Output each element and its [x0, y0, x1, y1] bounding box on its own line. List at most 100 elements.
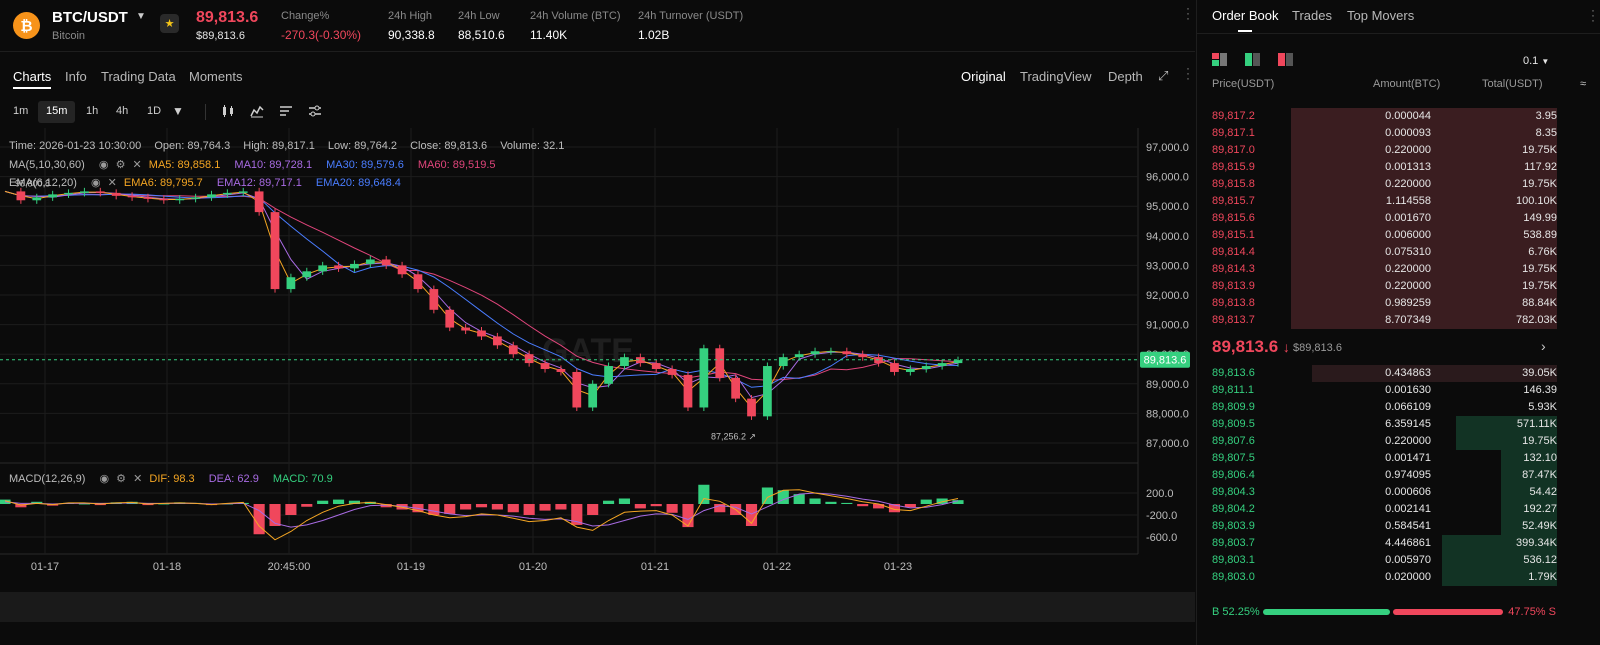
bid-row[interactable]: 89,806.4 0.974095 87.47K — [1197, 467, 1557, 484]
interval-1m[interactable]: 1m — [13, 105, 29, 117]
tab-charts[interactable]: Charts — [13, 69, 52, 84]
book-asks-mode-icon[interactable] — [1278, 53, 1293, 66]
ma-label[interactable]: MA(5,10,30,60) — [9, 159, 85, 171]
bid-row[interactable]: 89,803.7 4.446861 399.34K — [1197, 535, 1557, 552]
close-icon[interactable]: ✕ — [132, 159, 142, 171]
ask-row[interactable]: 89,814.4 0.075310 6.76K — [1197, 244, 1557, 261]
ask-amount: 0.001313 — [1385, 161, 1431, 173]
favorite-star-icon[interactable]: ★ — [160, 14, 179, 33]
ask-price: 89,815.6 — [1212, 212, 1255, 224]
bid-price: 89,806.4 — [1212, 469, 1255, 481]
drawing-tools-icon[interactable] — [279, 104, 293, 121]
interval-1h[interactable]: 1h — [86, 105, 99, 117]
view-depth[interactable]: Depth — [1108, 69, 1143, 84]
ask-amount: 0.001670 — [1385, 212, 1431, 224]
ma5-value: MA5: 89,858.1 — [148, 159, 221, 171]
view-tradingview[interactable]: TradingView — [1020, 69, 1092, 84]
ask-total: 19.75K — [1522, 280, 1557, 292]
ask-row[interactable]: 89,815.8 0.220000 19.75K — [1197, 176, 1557, 193]
interval-4h[interactable]: 4h — [116, 105, 129, 117]
tab-moments[interactable]: Moments — [189, 69, 243, 84]
close-icon[interactable]: ✕ — [133, 473, 143, 485]
bid-amount: 0.001471 — [1385, 452, 1431, 464]
ask-row[interactable]: 89,815.7 1.114558 100.10K — [1197, 193, 1557, 210]
candle-body — [16, 191, 26, 201]
ask-row[interactable]: 89,814.3 0.220000 19.75K — [1197, 261, 1557, 278]
ema-label[interactable]: EMA(6,12,20) — [9, 177, 77, 189]
bid-row[interactable]: 89,804.3 0.000606 54.42 — [1197, 484, 1557, 501]
candle-body — [763, 366, 772, 417]
settings-icon[interactable]: ⚙ — [115, 159, 126, 171]
close-icon[interactable]: ✕ — [107, 177, 117, 189]
ask-row[interactable]: 89,815.6 0.001670 149.99 — [1197, 210, 1557, 227]
eye-icon[interactable]: ◉ — [98, 159, 109, 171]
bid-row[interactable]: 89,807.5 0.001471 132.10 — [1197, 450, 1557, 467]
bid-row[interactable]: 89,807.6 0.220000 19.75K — [1197, 433, 1557, 450]
bid-price: 89,809.5 — [1212, 418, 1255, 430]
ask-row[interactable]: 89,817.0 0.220000 19.75K — [1197, 142, 1557, 159]
chevron-right-icon[interactable]: › — [1541, 338, 1546, 354]
macd-histogram-bar — [650, 504, 662, 507]
interval-15m[interactable]: 15m — [38, 101, 76, 123]
more-vertical-icon[interactable]: · · · — [1591, 3, 1595, 27]
ask-amount: 0.000093 — [1385, 127, 1431, 139]
tab-trading-data[interactable]: Trading Data — [101, 69, 176, 84]
bid-row[interactable]: 89,809.5 6.359145 571.11K — [1197, 416, 1557, 433]
tab-trades[interactable]: Trades — [1292, 8, 1332, 23]
ask-row[interactable]: 89,817.1 0.000093 8.35 — [1197, 125, 1557, 142]
ask-row[interactable]: 89,813.8 0.989259 88.84K — [1197, 295, 1557, 312]
book-both-mode-icon[interactable] — [1212, 53, 1227, 66]
bid-row[interactable]: 89,803.9 0.584541 52.49K — [1197, 518, 1557, 535]
settings-icon[interactable]: ⚙ — [116, 473, 127, 485]
candlestick-icon[interactable] — [221, 104, 235, 121]
macd-label[interactable]: MACD(12,26,9) — [9, 473, 86, 485]
tab-info[interactable]: Info — [65, 69, 87, 84]
ask-row[interactable]: 89,815.9 0.001313 117.92 — [1197, 159, 1557, 176]
bid-row[interactable]: 89,804.2 0.002141 192.27 — [1197, 501, 1557, 518]
interval-dropdown-icon[interactable]: ▼ — [172, 104, 184, 118]
macd-tick-label: -600.0 — [1146, 532, 1177, 544]
caret-down-icon[interactable]: ▼ — [136, 11, 146, 22]
ma30-value: MA30: 89,579.6 — [326, 159, 404, 171]
more-vertical-icon[interactable]: · · · — [1186, 1, 1190, 25]
sell-ratio: 47.75% S — [1508, 606, 1556, 618]
eye-icon[interactable]: ◉ — [90, 177, 101, 189]
y-tick-label: 88,000.0 — [1146, 408, 1189, 420]
bitcoin-logo-icon: ₿ — [13, 12, 40, 39]
stat-value: 90,338.8 — [388, 28, 435, 42]
candle-body — [937, 363, 947, 367]
eye-icon[interactable]: ◉ — [99, 473, 110, 485]
view-original[interactable]: Original — [961, 69, 1006, 84]
depth-bar — [1456, 433, 1557, 450]
bid-row[interactable]: 89,809.9 0.066109 5.93K — [1197, 399, 1557, 416]
ask-row[interactable]: 89,815.1 0.006000 538.89 — [1197, 227, 1557, 244]
tab-order-book[interactable]: Order Book — [1212, 8, 1279, 23]
bid-row[interactable]: 89,803.1 0.005970 536.12 — [1197, 552, 1557, 569]
bid-price: 89,809.9 — [1212, 401, 1255, 413]
ask-row[interactable]: 89,817.2 0.000044 3.95 — [1197, 108, 1557, 125]
pair-symbol[interactable]: BTC/USDT — [52, 9, 128, 26]
ask-row[interactable]: 89,813.9 0.220000 19.75K — [1197, 278, 1557, 295]
bid-amount: 6.359145 — [1385, 418, 1431, 430]
price-chart[interactable]: 01-17 01-18 20:45:00 01-19 01-20 01-21 01-22 01… — [0, 128, 1195, 592]
bid-row[interactable]: 89,803.0 0.020000 1.79K — [1197, 569, 1557, 586]
interval-1d[interactable]: 1D — [147, 105, 162, 117]
candle-body — [254, 191, 264, 213]
fullscreen-icon[interactable]: ⤢ — [1158, 68, 1169, 83]
order-book-panel: Order Book Trades Top Movers · · · 0.1 ▼ P… — [1196, 0, 1600, 645]
bid-row[interactable]: 89,811.1 0.001630 146.39 — [1197, 382, 1557, 399]
settings-sliders-icon[interactable] — [308, 104, 322, 121]
toggle-total-icon[interactable]: ≈ — [1580, 78, 1587, 90]
macd-histogram-bar — [618, 498, 631, 504]
book-bids-mode-icon[interactable] — [1245, 53, 1260, 66]
indicator-icon[interactable] — [250, 104, 264, 121]
macd-histogram-bar — [555, 504, 567, 510]
bid-row[interactable]: 89,813.6 0.434863 39.05K — [1197, 365, 1557, 382]
more-vertical-icon[interactable]: · · · — [1186, 61, 1190, 85]
candle-body — [572, 371, 582, 408]
precision-select[interactable]: 0.1 ▼ — [1523, 55, 1549, 67]
depth-bar — [1456, 416, 1557, 433]
x-tick-label: 01-21 — [641, 561, 669, 573]
tab-top-movers[interactable]: Top Movers — [1347, 8, 1415, 23]
ask-row[interactable]: 89,813.7 8.707349 782.03K — [1197, 312, 1557, 329]
